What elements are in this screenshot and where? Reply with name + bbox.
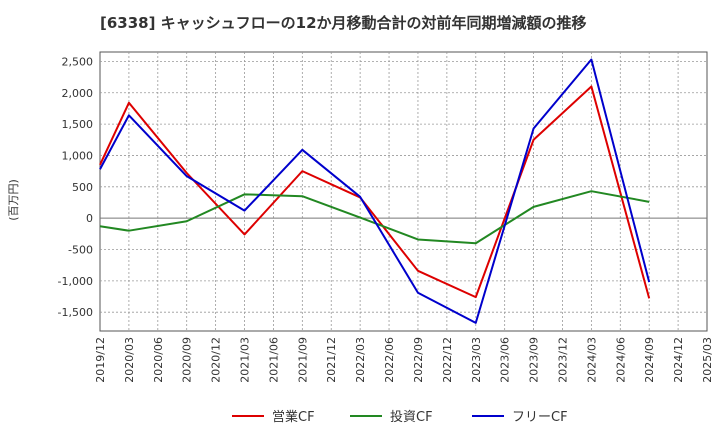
- x-tick-label: 2020/03: [123, 337, 136, 383]
- x-tick-label: 2023/12: [556, 337, 569, 383]
- series-line-3: [99, 58, 651, 324]
- x-tick-label: 2021/06: [267, 337, 280, 383]
- plot-frame: [99, 51, 708, 332]
- y-tick-label: 1,000: [62, 149, 94, 162]
- y-tick-label: -500: [68, 243, 93, 256]
- y-tick-label: 1,500: [62, 118, 94, 131]
- x-tick-label: 2023/09: [528, 337, 541, 383]
- legend-label: 投資CF: [390, 409, 433, 425]
- plot-area: -1,500 -1,000 -500 0 500 1,000 1,500 2,000 2,500…: [58, 51, 714, 383]
- x-tick-label: 2021/12: [325, 337, 338, 383]
- x-tick-label: 2023/06: [499, 337, 512, 383]
- x-tick-label: 2022/06: [383, 337, 396, 383]
- x-tick-label: 2020/06: [152, 337, 165, 383]
- x-tick-label: 2024/09: [643, 337, 656, 383]
- y-tick-label: 2,500: [62, 55, 94, 68]
- y-tick-label: 2,000: [62, 87, 94, 100]
- series-line-2: [99, 190, 650, 245]
- chart-title: [6338] キャッシュフローの12か月移動合計の対前年同期増減額の推移: [100, 14, 587, 32]
- x-tick-label: 2024/03: [585, 337, 598, 383]
- y-tick-label: 0: [86, 212, 93, 225]
- legend: 営業CF 投資CF フリーCF: [232, 409, 568, 425]
- x-tick-label: 2020/12: [210, 337, 223, 383]
- x-tick-label: 2024/06: [614, 337, 627, 383]
- x-tick-label: 2022/12: [441, 337, 454, 383]
- x-tick-label: 2019/12: [94, 337, 107, 383]
- y-axis-label: (百万円): [7, 179, 20, 221]
- y-tick-label: -1,000: [58, 275, 93, 288]
- legend-label: 営業CF: [272, 409, 315, 425]
- x-tick-label: 2022/03: [354, 337, 367, 383]
- x-tick-label: 2025/03: [701, 337, 714, 383]
- x-tick-label: 2023/03: [470, 337, 483, 383]
- y-tick-label: -1,500: [58, 306, 93, 319]
- x-tick-label: 2020/09: [181, 337, 194, 383]
- x-tick-label: 2022/09: [412, 337, 425, 383]
- x-tick-label: 2021/09: [296, 337, 309, 383]
- x-tick-label: 2021/03: [239, 337, 252, 383]
- legend-label: フリーCF: [512, 410, 568, 425]
- x-tick-label: 2024/12: [672, 337, 685, 383]
- y-tick-label: 500: [72, 181, 93, 194]
